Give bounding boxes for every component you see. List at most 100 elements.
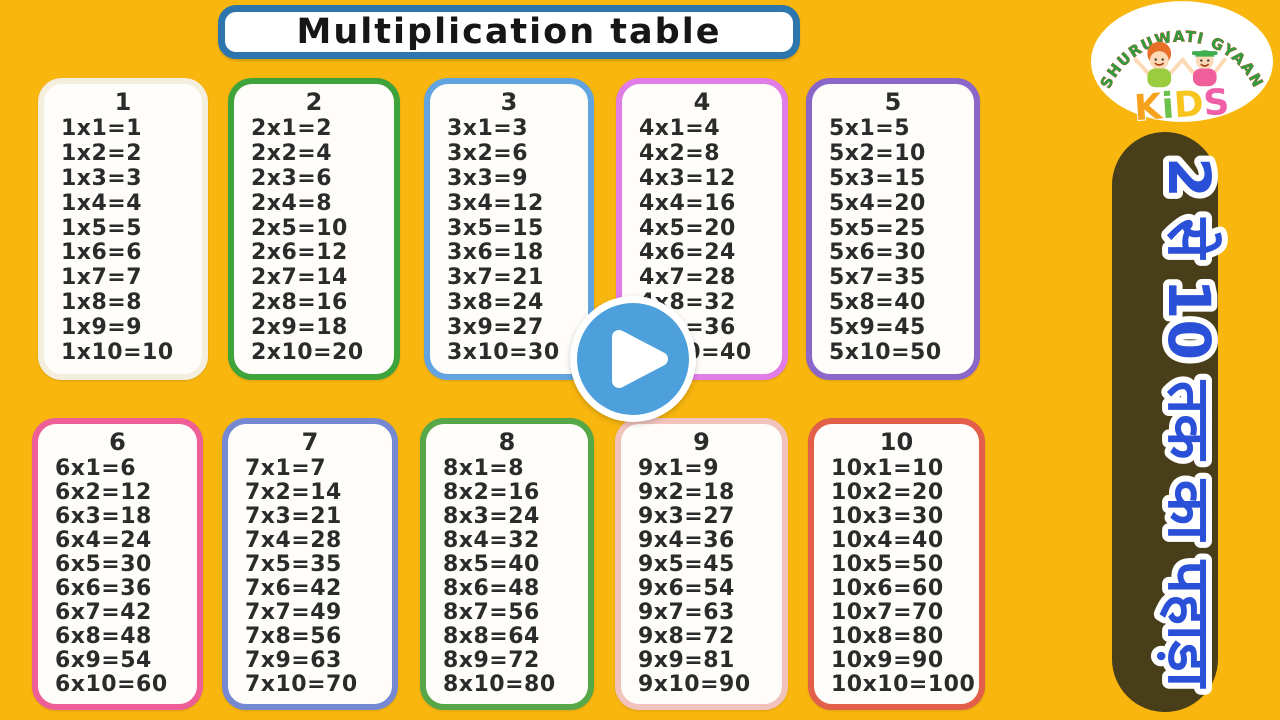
logo-kids-text: KiDS [1133,82,1231,126]
table-row: 9x9=81 [638,648,735,673]
table-row: 8x3=24 [443,504,540,529]
table-row: 9x4=36 [638,528,735,553]
table-row: 1x10=10 [61,339,174,365]
page-title: Multiplication table [218,5,800,59]
table-row: 7x9=63 [245,648,342,673]
table-row: 2x3=6 [251,165,333,191]
table-row: 1x1=1 [61,116,143,141]
table-row: 8x8=64 [443,624,540,649]
table-row: 6x9=54 [55,648,152,673]
table-row: 3x3=9 [447,165,529,191]
table-rows: 2x1=2 2x2=4 2x3=6 2x4=8 2x5=10 2x6=12 2x7=14 2x… [234,117,394,365]
table-row: 7x3=21 [245,504,342,529]
multiplication-table-card: 10 10x1=10 10x2=20 10x3=30 10x4=40 10x5=50 10… [808,418,985,710]
table-row: 7x5=35 [245,552,342,577]
table-number: 8 [498,428,516,456]
table-row: 2x7=14 [251,265,348,291]
table-row: 4x3=12 [639,165,736,191]
table-row: 5x10=50 [829,339,942,365]
table-row: 6x4=24 [55,528,152,553]
multiplication-table-card: 2 2x1=2 2x2=4 2x3=6 2x4=8 2x5=10 2x6=12 2x7=14… [228,78,400,380]
table-row: 6x1=6 [55,456,137,481]
table-row: 2x2=4 [251,140,333,166]
table-row: 4x5=20 [639,215,736,241]
table-row: 3x5=15 [447,215,544,241]
table-row: 5x1=5 [829,116,911,141]
table-row: 1x2=2 [61,140,143,166]
table-row: 6x10=60 [55,672,168,697]
table-row: 10x3=30 [831,504,944,529]
table-number: 1 [114,88,132,116]
table-row: 9x1=9 [638,456,720,481]
table-row: 5x3=15 [829,165,926,191]
table-number: 2 [305,88,323,116]
table-row: 1x7=7 [61,265,143,291]
table-row: 1x3=3 [61,165,143,191]
table-row: 2x8=16 [251,290,348,316]
table-row: 8x9=72 [443,648,540,673]
table-row: 9x6=54 [638,576,735,601]
table-row: 8x6=48 [443,576,540,601]
table-row: 1x4=4 [61,190,143,216]
table-row: 9x10=90 [638,672,751,697]
table-number: 7 [301,428,319,456]
table-row: 3x1=3 [447,116,529,141]
table-row: 1x8=8 [61,290,143,316]
table-row: 3x4=12 [447,190,544,216]
play-icon [577,303,689,415]
table-row: 3x8=24 [447,290,544,316]
table-number: 6 [109,428,126,456]
table-row: 6x5=30 [55,552,152,577]
table-rows: 10x1=10 10x2=20 10x3=30 10x4=40 10x5=50 10x6=… [814,457,979,697]
table-row: 8x4=32 [443,528,540,553]
table-number: 10 [879,428,914,456]
channel-logo: SHURUWATI GYAAN [1088,0,1276,126]
table-row: 9x5=45 [638,552,735,577]
table-row: 9x3=27 [638,504,735,529]
page-title-text: Multiplication table [296,12,722,52]
table-row: 5x6=30 [829,240,926,266]
table-row: 7x7=49 [245,600,342,625]
table-rows: 8x1=8 8x2=16 8x3=24 8x4=32 8x5=40 8x6=48 8x7=5… [426,457,588,697]
table-rows: 7x1=7 7x2=14 7x3=21 7x4=28 7x5=35 7x6=42 7x7=4… [228,457,392,697]
table-row: 9x7=63 [638,600,735,625]
table-row: 9x8=72 [638,624,735,649]
table-row: 6x8=48 [55,624,152,649]
table-row: 3x6=18 [447,240,544,266]
multiplication-table-card: 3 3x1=3 3x2=6 3x3=9 3x4=12 3x5=15 3x6=18 3x7=2… [424,78,594,380]
table-number: 3 [500,88,518,116]
table-rows: 1x1=1 1x2=2 1x3=3 1x4=4 1x5=5 1x6=6 1x7=7 1x8=8… [44,117,202,365]
table-row: 6x2=12 [55,480,152,505]
table-row: 2x10=20 [251,339,364,365]
multiplication-table-card: 9 9x1=9 9x2=18 9x3=27 9x4=36 9x5=45 9x6=54 9x7… [615,418,788,710]
table-row: 4x1=4 [639,116,721,141]
table-row: 2x5=10 [251,215,348,241]
table-row: 4x4=16 [639,190,736,216]
table-row: 2x4=8 [251,190,333,216]
table-row: 2x1=2 [251,116,333,141]
table-rows: 6x1=6 6x2=12 6x3=18 6x4=24 6x5=30 6x6=36 6x7=4… [38,457,197,697]
table-row: 1x9=9 [61,315,143,340]
multiplication-table-card: 8 8x1=8 8x2=16 8x3=24 8x4=32 8x5=40 8x6=48 8x7… [420,418,594,710]
table-row: 10x2=20 [831,480,944,505]
table-row: 8x1=8 [443,456,525,481]
table-row: 4x6=24 [639,240,736,266]
table-row: 10x4=40 [831,528,944,553]
multiplication-table-card: 1 1x1=1 1x2=2 1x3=3 1x4=4 1x5=5 1x6=6 1x7=7 1x8… [38,78,208,380]
table-number: 9 [693,428,710,456]
table-rows: 3x1=3 3x2=6 3x3=9 3x4=12 3x5=15 3x6=18 3x7=21 3… [430,117,588,365]
table-row: 8x2=16 [443,480,540,505]
table-rows: 5x1=5 5x2=10 5x3=15 5x4=20 5x5=25 5x6=30 5x7=3… [812,117,974,365]
multiplication-table-card: 7 7x1=7 7x2=14 7x3=21 7x4=28 7x5=35 7x6=42 7x7… [222,418,398,710]
table-row: 10x5=50 [831,552,944,577]
table-row: 9x2=18 [638,480,735,505]
play-button[interactable] [570,296,696,422]
side-banner: 2 से 10 तक का पहाड़ा [1112,132,1229,712]
table-row: 3x7=21 [447,265,544,291]
table-row: 4x2=8 [639,140,721,166]
table-row: 5x7=35 [829,265,926,291]
table-row: 1x6=6 [61,240,143,266]
table-row: 6x3=18 [55,504,152,529]
table-row: 3x2=6 [447,140,529,166]
